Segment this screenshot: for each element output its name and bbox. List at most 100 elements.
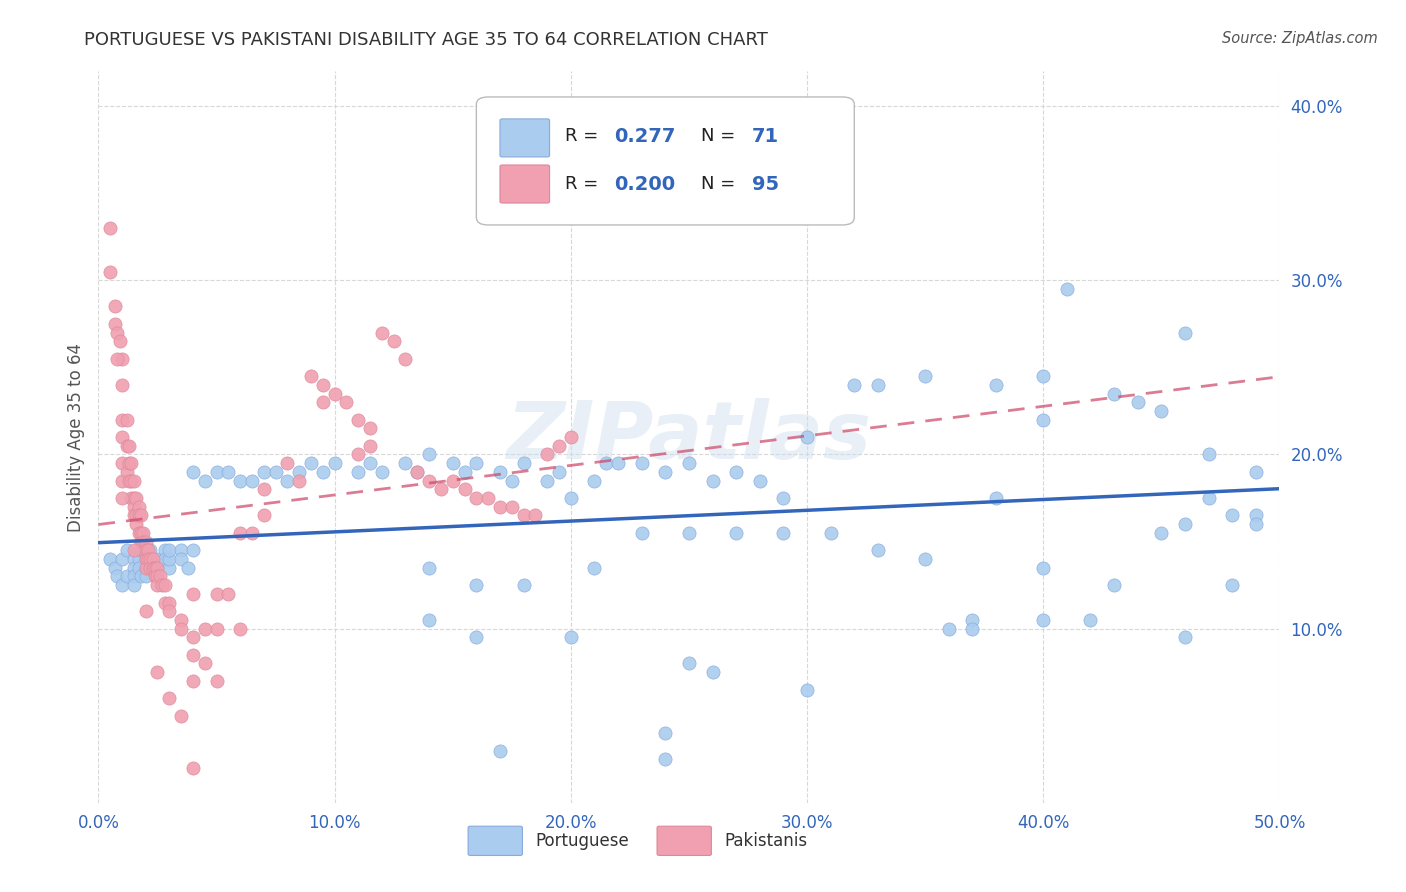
Point	[170, 552, 193, 566]
Point	[104, 560, 127, 574]
Point	[548, 439, 571, 453]
Point	[128, 552, 150, 566]
Point	[253, 465, 276, 479]
Point	[382, 334, 405, 349]
Point	[323, 456, 346, 470]
Point	[108, 334, 131, 349]
Point	[135, 543, 157, 558]
Point	[654, 726, 676, 740]
Point	[122, 560, 145, 574]
Point	[962, 613, 984, 627]
Point	[748, 474, 770, 488]
Point	[418, 448, 440, 462]
Point	[146, 552, 169, 566]
Point	[111, 430, 134, 444]
Point	[430, 483, 453, 497]
Point	[1032, 369, 1054, 384]
Point	[1174, 326, 1197, 340]
Point	[347, 412, 370, 426]
Point	[118, 456, 141, 470]
Text: ZIPatlas: ZIPatlas	[506, 398, 872, 476]
Point	[1080, 613, 1102, 627]
Point	[418, 560, 440, 574]
Point	[489, 500, 512, 514]
Point	[1150, 404, 1173, 418]
Point	[111, 377, 134, 392]
Point	[560, 631, 582, 645]
FancyBboxPatch shape	[501, 165, 550, 203]
Point	[607, 456, 630, 470]
Point	[229, 525, 252, 540]
Point	[406, 465, 429, 479]
Point	[153, 595, 176, 609]
Point	[844, 377, 866, 392]
Point	[654, 465, 676, 479]
Point	[181, 465, 204, 479]
Point	[98, 552, 121, 566]
Point	[98, 265, 121, 279]
Point	[194, 657, 217, 671]
Point	[359, 456, 381, 470]
Point	[170, 543, 193, 558]
Point	[122, 500, 145, 514]
Point	[240, 474, 263, 488]
Point	[181, 587, 204, 601]
Point	[104, 300, 127, 314]
Point	[157, 560, 180, 574]
Point	[938, 622, 960, 636]
Point	[1220, 508, 1243, 523]
Point	[142, 552, 165, 566]
Point	[501, 474, 523, 488]
Point	[118, 474, 141, 488]
Point	[253, 483, 276, 497]
Point	[181, 543, 204, 558]
Point	[394, 351, 416, 366]
Point	[229, 622, 252, 636]
Point	[122, 578, 145, 592]
Point	[501, 500, 523, 514]
Text: PORTUGUESE VS PAKISTANI DISABILITY AGE 35 TO 64 CORRELATION CHART: PORTUGUESE VS PAKISTANI DISABILITY AGE 3…	[84, 31, 768, 49]
Point	[146, 665, 169, 680]
Text: Pakistanis: Pakistanis	[724, 832, 807, 850]
Point	[157, 595, 180, 609]
Point	[177, 560, 200, 574]
Point	[288, 465, 311, 479]
Point	[1056, 282, 1078, 296]
Point	[1032, 560, 1054, 574]
Point	[607, 203, 630, 218]
Point	[181, 648, 204, 662]
Point	[125, 517, 148, 532]
Point	[512, 456, 534, 470]
Point	[702, 665, 724, 680]
Point	[630, 525, 652, 540]
Point	[984, 377, 1007, 392]
Point	[1150, 525, 1173, 540]
Point	[465, 578, 488, 592]
Point	[524, 508, 547, 523]
Point	[914, 552, 936, 566]
Point	[135, 552, 157, 566]
Point	[157, 543, 180, 558]
Point	[205, 673, 228, 688]
Point	[115, 412, 138, 426]
Point	[128, 525, 150, 540]
Point	[725, 465, 748, 479]
Point	[1244, 508, 1267, 523]
Point	[1198, 448, 1220, 462]
Text: 0.200: 0.200	[614, 175, 676, 194]
Point	[359, 439, 381, 453]
Point	[111, 456, 134, 470]
Point	[560, 430, 582, 444]
Point	[264, 465, 287, 479]
Text: 95: 95	[752, 175, 779, 194]
Point	[135, 569, 157, 583]
Point	[1244, 517, 1267, 532]
Point	[702, 474, 724, 488]
Point	[335, 395, 357, 409]
FancyBboxPatch shape	[657, 826, 711, 855]
Point	[181, 673, 204, 688]
Point	[132, 525, 155, 540]
Point	[678, 525, 700, 540]
Point	[139, 552, 162, 566]
FancyBboxPatch shape	[468, 826, 523, 855]
